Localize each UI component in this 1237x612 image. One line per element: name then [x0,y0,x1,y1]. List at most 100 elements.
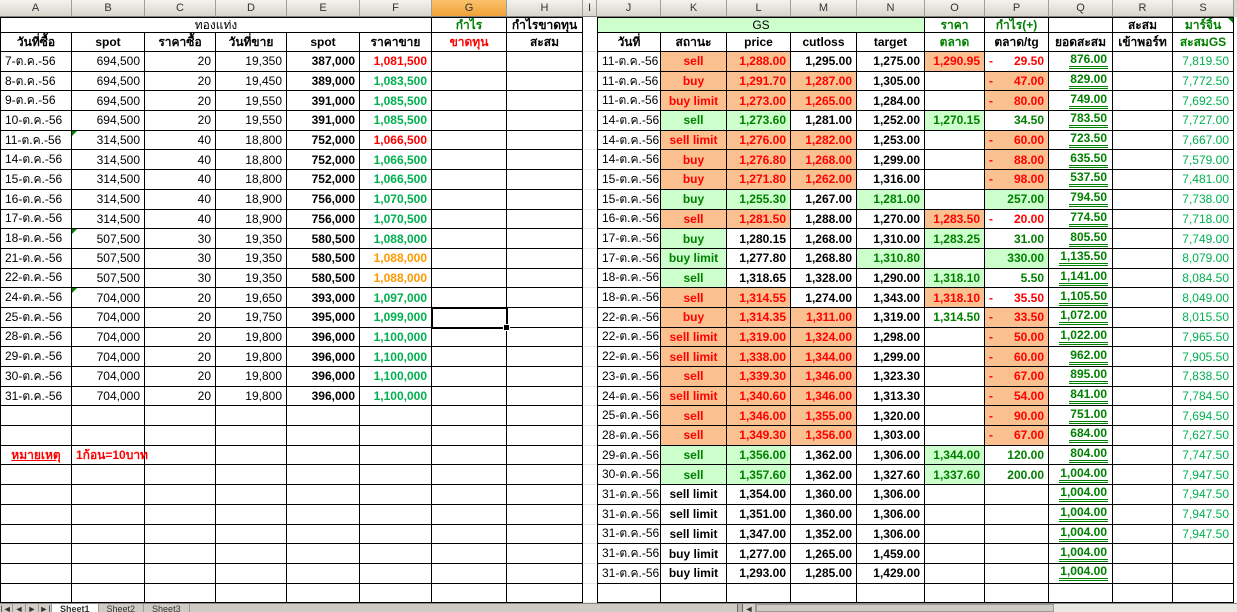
cell-C29[interactable] [145,563,216,584]
cell-F13[interactable]: 1,088,000 [360,248,432,269]
cell-S8[interactable]: 7,579.00 [1173,150,1234,171]
cell-C9[interactable]: 40 [145,170,216,190]
cell-B19[interactable]: 704,000 [72,367,145,387]
header-left-col-2[interactable]: ราคาซื้อ [145,33,216,52]
cell-A6[interactable]: 10-ต.ค.-56 [0,111,72,131]
cell-N23[interactable]: 1,306.00 [857,445,925,466]
cell-O10[interactable] [925,189,985,210]
cell-O28[interactable] [925,544,985,564]
cell-E29[interactable] [287,563,360,584]
cell-H19[interactable] [507,367,583,387]
cell-J8[interactable]: 14-ต.ค.-56 [597,150,661,171]
cell-D10[interactable]: 18,900 [216,189,287,210]
cell-R5[interactable] [1113,91,1173,112]
cell-P27[interactable] [985,524,1049,545]
cell-E18[interactable]: 396,000 [287,347,360,367]
cell-L17[interactable]: 1,319.00 [727,327,791,348]
cell-D24[interactable] [216,465,287,486]
cell-G18[interactable] [432,347,507,367]
cell-B14[interactable]: 507,500 [72,268,145,289]
cell-P30[interactable] [985,583,1049,604]
column-header-Q[interactable]: Q [1049,0,1113,17]
cell-A21[interactable] [0,406,72,427]
cell-G17[interactable] [432,327,507,348]
cell-M30[interactable] [791,583,857,604]
cell-E15[interactable]: 393,000 [287,288,360,308]
cell-B24[interactable] [72,465,145,486]
cell-C16[interactable]: 20 [145,307,216,328]
cell-R23[interactable] [1113,445,1173,466]
cell-C4[interactable]: 20 [145,71,216,92]
cell-Q8[interactable]: 635.50 [1049,150,1113,171]
cell-C25[interactable] [145,485,216,505]
cell-K15[interactable]: sell [661,288,727,308]
cell-L23[interactable]: 1,356.00 [727,445,791,466]
cell-Q7[interactable]: 723.50 [1049,130,1113,151]
cell-H7[interactable] [507,130,583,151]
tab-split-handle[interactable] [737,604,743,612]
cell-E17[interactable]: 396,000 [287,327,360,348]
cell-O24[interactable]: 1,337.60 [925,465,985,486]
cell-L26[interactable]: 1,351.00 [727,504,791,525]
header-cumulative-2[interactable]: ยอดสะสม [1049,33,1113,52]
cell-H13[interactable] [507,248,583,269]
cell-D30[interactable] [216,583,287,604]
cell-M6[interactable]: 1,281.00 [791,111,857,131]
cell-B20[interactable]: 704,000 [72,386,145,407]
cell-L13[interactable]: 1,277.80 [727,248,791,269]
cell-H28[interactable] [507,544,583,564]
cell-O20[interactable] [925,386,985,407]
cell-J14[interactable]: 18-ต.ค.-56 [597,268,661,289]
cell-G7[interactable] [432,130,507,151]
cell-J19[interactable]: 23-ต.ค.-56 [597,367,661,387]
note-label-cell[interactable]: หมายเหตุ [0,445,72,466]
cell-N11[interactable]: 1,270.00 [857,209,925,230]
horizontal-scrollbar-thumb[interactable] [756,604,1055,612]
cell-Q14[interactable]: 1,141.00 [1049,268,1113,289]
cell-M11[interactable]: 1,288.00 [791,209,857,230]
cell-Q5[interactable]: 749.00 [1049,91,1113,112]
cell-D8[interactable]: 18,800 [216,150,287,171]
cell-S26[interactable]: 7,947.50 [1173,504,1234,525]
cell-N12[interactable]: 1,310.00 [857,229,925,249]
cell-Q11[interactable]: 774.50 [1049,209,1113,230]
cell-A20[interactable]: 31-ต.ค.-56 [0,386,72,407]
cell-P9[interactable]: - 98.00 [985,170,1049,190]
cell-F24[interactable] [360,465,432,486]
cell-D14[interactable]: 19,350 [216,268,287,289]
cell-A15[interactable]: 24-ต.ค.-56 [0,288,72,308]
cell-M7[interactable]: 1,282.00 [791,130,857,151]
cell-N26[interactable]: 1,306.00 [857,504,925,525]
cell-R30[interactable] [1113,583,1173,604]
cell-J11[interactable]: 16-ต.ค.-56 [597,209,661,230]
cell-O15[interactable]: 1,318.10 [925,288,985,308]
cell-G9[interactable] [432,170,507,190]
cell-E27[interactable] [287,524,360,545]
cell-Q6[interactable]: 783.50 [1049,111,1113,131]
cell-J3[interactable]: 11-ต.ค.-56 [597,52,661,72]
cell-R20[interactable] [1113,386,1173,407]
cell-N28[interactable]: 1,459.00 [857,544,925,564]
cell-E6[interactable]: 391,000 [287,111,360,131]
cell-R24[interactable] [1113,465,1173,486]
cell-M23[interactable]: 1,362.00 [791,445,857,466]
cell-K25[interactable]: sell limit [661,485,727,505]
cell-L19[interactable]: 1,339.30 [727,367,791,387]
cell-B22[interactable] [72,426,145,446]
cell-A29[interactable] [0,563,72,584]
cell-H15[interactable] [507,288,583,308]
cell-R22[interactable] [1113,426,1173,446]
cell-M9[interactable]: 1,262.00 [791,170,857,190]
cell-D15[interactable]: 19,650 [216,288,287,308]
cell-G12[interactable] [432,229,507,249]
cell-M14[interactable]: 1,328.00 [791,268,857,289]
cell-L3[interactable]: 1,288.00 [727,52,791,72]
cell-Q15[interactable]: 1,105.50 [1049,288,1113,308]
cell-B12[interactable]: 507,500 [72,229,145,249]
column-header-N[interactable]: N [857,0,925,17]
cell-P21[interactable]: - 90.00 [985,406,1049,427]
cell-K7[interactable]: sell limit [661,130,727,151]
cell-J5[interactable]: 11-ต.ค.-56 [597,91,661,112]
cell-L18[interactable]: 1,338.00 [727,347,791,367]
cell-K19[interactable]: sell [661,367,727,387]
